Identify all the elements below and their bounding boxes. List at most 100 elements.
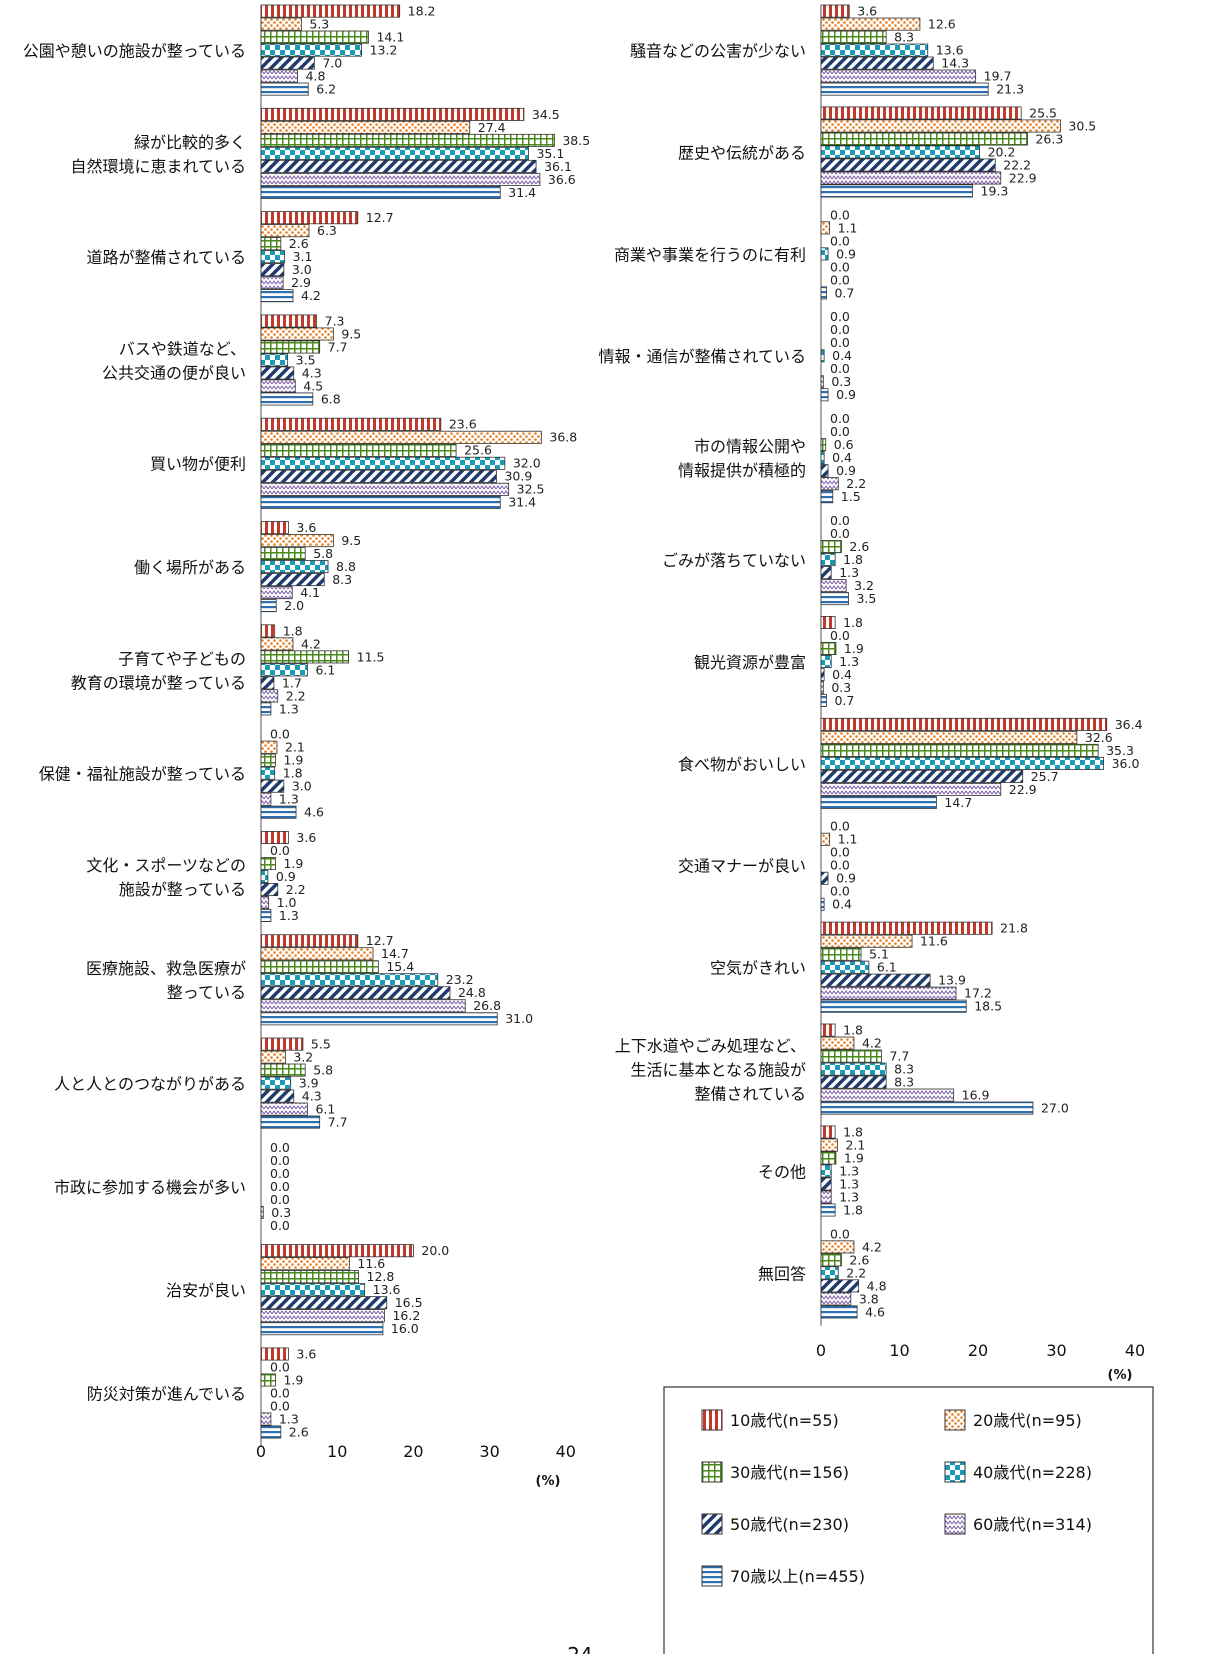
bar xyxy=(820,464,829,478)
value-label: 1.3 xyxy=(839,1176,859,1191)
value-label: 0.0 xyxy=(270,1385,290,1400)
value-label: 20.0 xyxy=(421,1243,449,1258)
value-label: 3.2 xyxy=(854,578,874,593)
category-label: 整備されている xyxy=(694,1085,806,1104)
value-label: 2.9 xyxy=(291,275,311,290)
bar xyxy=(260,1309,385,1323)
value-label: 1.8 xyxy=(843,1202,863,1217)
value-label: 3.6 xyxy=(296,1346,316,1361)
value-label: 17.2 xyxy=(964,986,992,1001)
value-label: 0.0 xyxy=(270,1218,290,1233)
x-tick-label: 20 xyxy=(968,1341,988,1360)
bar xyxy=(260,870,269,884)
value-label: 8.3 xyxy=(894,1075,914,1090)
bar xyxy=(820,717,1108,731)
value-label: 3.6 xyxy=(296,830,316,845)
bar xyxy=(820,553,836,567)
bar xyxy=(820,1177,832,1191)
bar xyxy=(260,753,276,767)
value-label: 0.0 xyxy=(830,845,850,860)
value-label: 0.9 xyxy=(836,871,856,886)
bar xyxy=(260,999,466,1013)
value-label: 2.1 xyxy=(285,740,305,755)
bar xyxy=(820,43,929,57)
value-label: 14.7 xyxy=(381,946,409,961)
value-label: 5.5 xyxy=(311,1037,331,1052)
value-label: 1.5 xyxy=(841,489,861,504)
value-label: 38.5 xyxy=(562,133,590,148)
bar xyxy=(260,702,272,716)
value-label: 3.9 xyxy=(299,1076,319,1091)
value-label: 8.3 xyxy=(894,30,914,45)
category-group: 人と人とのつながりがある 5.53.25.83.94.36.17.7 xyxy=(54,1037,347,1130)
bar xyxy=(260,1270,359,1284)
bar xyxy=(820,106,1022,120)
left-panel: 公園や憩いの施設が整っている 18.2 5.3 14.113.2 7.04.86.2 緑が… xyxy=(23,4,590,1490)
value-label: 34.5 xyxy=(532,107,560,122)
value-label: 1.3 xyxy=(839,1163,859,1178)
value-label: 3.8 xyxy=(859,1291,879,1306)
value-label: 36.1 xyxy=(544,159,572,174)
bar xyxy=(820,158,996,172)
value-label: 4.2 xyxy=(862,1239,882,1254)
bar xyxy=(260,211,359,225)
bar xyxy=(260,495,501,509)
value-label: 4.8 xyxy=(867,1278,887,1293)
legend-swatch xyxy=(701,1461,723,1483)
bar xyxy=(820,1292,852,1306)
bar xyxy=(260,1412,272,1426)
value-label: 19.3 xyxy=(981,183,1009,198)
value-label: 0.0 xyxy=(830,513,850,528)
category-label: 情報提供が積極的 xyxy=(678,461,806,480)
bar xyxy=(820,921,993,935)
bar xyxy=(820,986,957,1000)
value-label: 22.9 xyxy=(1009,170,1037,185)
legend-label: 60歳代(n=314) xyxy=(973,1515,1092,1534)
value-label: 0.9 xyxy=(836,463,856,478)
bar xyxy=(260,456,506,470)
bar xyxy=(820,1164,832,1178)
value-label: 4.2 xyxy=(301,636,321,651)
value-label: 8.8 xyxy=(336,559,356,574)
value-label: 4.3 xyxy=(302,1089,322,1104)
bar xyxy=(820,1253,842,1267)
category-label: 騒音などの公害が少ない xyxy=(630,42,806,61)
bar xyxy=(260,1296,388,1310)
value-label: 0.7 xyxy=(834,285,854,300)
value-label: 18.5 xyxy=(974,999,1002,1014)
value-label: 21.3 xyxy=(996,82,1024,97)
category-label: 治安が良い xyxy=(166,1281,246,1300)
bar xyxy=(260,276,284,290)
bar xyxy=(820,1305,858,1319)
value-label: 0.0 xyxy=(270,1153,290,1168)
value-label: 0.0 xyxy=(830,272,850,287)
value-label: 0.4 xyxy=(832,348,852,363)
bar xyxy=(820,1266,839,1280)
bar xyxy=(820,1023,836,1037)
bar xyxy=(820,145,980,159)
bar xyxy=(820,743,1099,757)
value-label: 2.6 xyxy=(289,1424,309,1439)
value-label: 0.0 xyxy=(270,727,290,742)
value-label: 4.5 xyxy=(303,378,323,393)
bar xyxy=(820,540,842,554)
category-label: 保健・福祉施設が整っている xyxy=(39,765,246,784)
bar xyxy=(260,417,442,431)
bar xyxy=(260,883,279,897)
category-group: 道路が整備されている 12.7 6.3 2.63.13.02.94.2 xyxy=(86,210,393,303)
value-label: 3.0 xyxy=(292,779,312,794)
value-label: 2.0 xyxy=(284,598,304,613)
category-label: 買い物が便利 xyxy=(150,455,246,474)
bar xyxy=(260,1089,295,1103)
category-group: 保健・福祉施設が整っている 0.02.11.91.83.01.3 4.6 xyxy=(39,727,324,820)
value-label: 7.7 xyxy=(328,339,348,354)
bar xyxy=(260,224,310,238)
bar xyxy=(260,1037,304,1051)
bar xyxy=(820,349,825,363)
legend-item: 20歳代(n=95) xyxy=(944,1409,1082,1431)
value-label: 22.2 xyxy=(1003,157,1031,172)
bar xyxy=(260,534,334,548)
